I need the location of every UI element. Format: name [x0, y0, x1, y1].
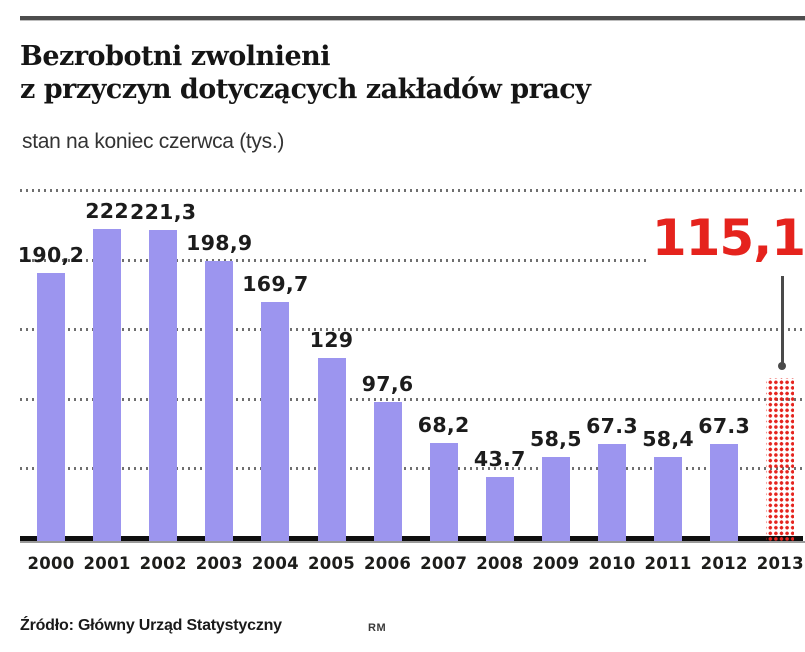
bar-2002 — [149, 229, 178, 541]
chart-title-line2: z przyczyn dotyczących zakładów pracy — [20, 74, 591, 105]
value-label-2009: 58,5 — [530, 426, 582, 451]
gridline-50 — [20, 467, 805, 471]
bar-2012 — [710, 444, 739, 541]
value-label-2003: 198,9 — [186, 231, 253, 256]
gridline-200 — [20, 258, 805, 262]
year-label-2002: 2002 — [139, 554, 187, 573]
value-label-2008: 43.7 — [473, 447, 526, 472]
value-label-2006: 97,6 — [361, 372, 414, 397]
bar-2009 — [541, 456, 570, 541]
bar-2011 — [654, 456, 683, 541]
callout-pointer-dot — [778, 362, 786, 370]
year-label-2007: 2007 — [420, 554, 468, 573]
bar-2006 — [373, 402, 402, 541]
value-label-2007: 68,2 — [417, 413, 470, 438]
year-label-2001: 2001 — [83, 554, 131, 573]
year-label-2013: 2013 — [756, 554, 804, 573]
value-label-2012: 67.3 — [698, 414, 751, 439]
highlight-value-label: 115,1 — [645, 211, 805, 265]
chart-subtitle: stan na koniec czerwca (tys.) — [22, 130, 285, 153]
x-axis-line — [20, 536, 803, 541]
year-label-2004: 2004 — [251, 554, 299, 573]
bar-2004 — [261, 301, 290, 541]
value-label-2005: 129 — [309, 328, 354, 353]
bar-2000 — [37, 273, 65, 541]
value-label-2004: 169,7 — [242, 271, 309, 296]
bar-2010 — [598, 444, 626, 541]
bar-2007 — [429, 443, 458, 541]
credit-text: RM — [368, 622, 387, 634]
gridline-100 — [20, 397, 805, 401]
year-label-2006: 2006 — [364, 554, 412, 573]
year-label-2000: 2000 — [27, 554, 75, 573]
value-label-2001: 222 — [85, 198, 129, 223]
bar-2008 — [485, 477, 514, 541]
bar-2001 — [93, 228, 122, 541]
year-label-2009: 2009 — [532, 554, 580, 573]
x-axis-underline — [20, 541, 805, 543]
value-label-2002: 221,3 — [130, 199, 197, 224]
year-label-2010: 2010 — [588, 554, 636, 573]
top-rule — [20, 16, 805, 21]
year-label-2005: 2005 — [307, 554, 356, 573]
value-label-2011: 58,4 — [642, 426, 694, 451]
value-label-2010: 67.3 — [586, 414, 638, 439]
source-text: Źródło: Główny Urząd Statystyczny — [20, 617, 282, 634]
year-label-2008: 2008 — [476, 554, 524, 573]
year-label-2012: 2012 — [700, 554, 748, 573]
value-label-2000: 190,2 — [17, 243, 85, 268]
chart-title: Bezrobotni zwolnieni z przyczyn dotycząc… — [20, 40, 760, 106]
bar-2003 — [205, 261, 234, 541]
gridline-250 — [20, 189, 805, 192]
year-label-2003: 2003 — [195, 554, 243, 573]
bar-2013-dotted — [766, 377, 795, 541]
bar-2005 — [317, 358, 346, 541]
chart-title-line1: Bezrobotni zwolnieni — [20, 41, 331, 72]
callout-pointer-line — [781, 276, 784, 366]
year-label-2011: 2011 — [644, 554, 692, 573]
gridline-150 — [20, 328, 805, 332]
